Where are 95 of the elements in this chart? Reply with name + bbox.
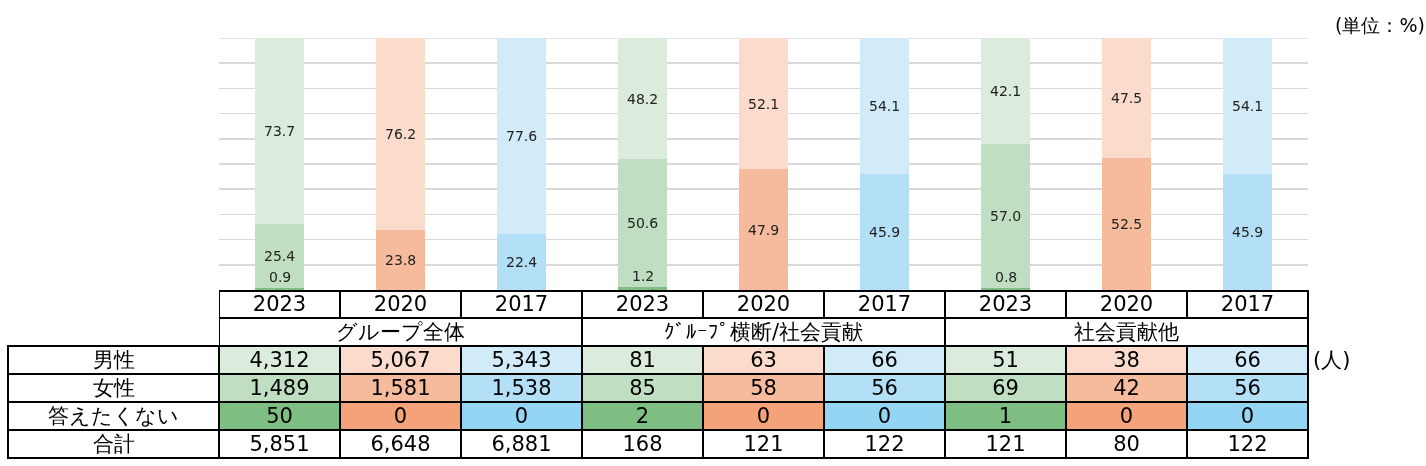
- data-label: 51: [992, 347, 1019, 372]
- data-label: 6,881: [491, 431, 552, 456]
- bar: [497, 233, 546, 290]
- x-tick-label: 2020: [736, 292, 791, 317]
- data-label: 0.8: [995, 269, 1018, 285]
- data-label: 0: [514, 403, 529, 428]
- data-label: 54.1: [1232, 98, 1264, 114]
- data-label: 69: [992, 375, 1019, 400]
- bar: [255, 223, 304, 288]
- data-label: 122: [1227, 431, 1268, 456]
- data-label: 0: [756, 403, 771, 428]
- bar: [860, 174, 909, 290]
- x-tick-label: 2020: [373, 292, 428, 317]
- x-tick-label: 2023: [978, 292, 1033, 317]
- data-label: 168: [622, 431, 663, 456]
- data-label: 56: [871, 375, 898, 400]
- x-tick-label: 2017: [494, 292, 549, 317]
- data-label: 54.1: [869, 98, 901, 114]
- bar: [1102, 38, 1151, 158]
- y-tick-label: 男性: [92, 347, 135, 372]
- bar: [739, 38, 788, 170]
- x-tick-label: 2020: [1099, 292, 1154, 317]
- data-label: 0: [1240, 403, 1255, 428]
- data-label: 1,581: [370, 375, 431, 400]
- bar: [376, 230, 425, 290]
- data-label: 63: [750, 347, 777, 372]
- data-label: 1.2: [632, 268, 655, 284]
- x-tick-label: 2023: [615, 292, 670, 317]
- bar: [376, 38, 425, 231]
- data-label: 0: [393, 403, 408, 428]
- x-tick-label: 2017: [857, 292, 912, 317]
- data-label: 6,648: [370, 431, 431, 456]
- data-label: 25.4: [264, 248, 296, 264]
- data-label: 50: [266, 403, 293, 428]
- data-label: 0: [877, 403, 892, 428]
- data-label: 4,312: [249, 347, 310, 372]
- bar: [981, 38, 1030, 145]
- data-label: 1,489: [249, 375, 310, 400]
- bar: [981, 144, 1030, 288]
- data-label: 1: [998, 403, 1013, 428]
- data-label: 2: [635, 403, 650, 428]
- data-label: 73.7: [264, 123, 296, 139]
- data-label: 77.6: [506, 128, 538, 144]
- data-label: 52.1: [748, 96, 780, 112]
- data-label: 42: [1113, 375, 1140, 400]
- data-label: 0: [1119, 403, 1134, 428]
- data-label: 38: [1113, 347, 1140, 372]
- bar: [618, 286, 667, 290]
- text: (単位：%): [1335, 14, 1425, 36]
- x-axis-title: 社会貢献他: [1074, 320, 1179, 344]
- bar: [497, 38, 546, 234]
- bar: [981, 287, 1030, 290]
- x-tick-label: 2017: [1220, 292, 1275, 317]
- data-label: 42.1: [990, 83, 1022, 99]
- data-label: 121: [985, 431, 1026, 456]
- data-label: 122: [864, 431, 905, 456]
- data-label: 5,067: [370, 347, 431, 372]
- data-label: 0.9: [269, 269, 292, 285]
- data-label: 47.9: [748, 222, 780, 238]
- data-label: 23.8: [385, 252, 417, 268]
- data-label: 47.5: [1111, 90, 1143, 106]
- bar: [739, 169, 788, 290]
- data-label: 76.2: [385, 126, 417, 142]
- x-tick-label: 2023: [252, 292, 307, 317]
- y-tick-label: 女性: [92, 375, 135, 400]
- data-label: 52.5: [1111, 216, 1143, 232]
- bar: [618, 159, 667, 287]
- data-label: 5,343: [491, 347, 552, 372]
- text: (人): [1313, 347, 1351, 374]
- data-label: 121: [743, 431, 784, 456]
- bar: [255, 38, 304, 224]
- bar: [618, 38, 667, 160]
- y-tick-label: 答えたくない: [48, 403, 179, 428]
- data-label: 5,851: [249, 431, 310, 456]
- y-tick-label: 合計: [92, 431, 135, 456]
- data-label: 45.9: [1232, 224, 1264, 240]
- data-label: 66: [1234, 347, 1261, 372]
- bar: [860, 38, 909, 175]
- data-label: 22.4: [506, 254, 538, 270]
- bar: [1102, 157, 1151, 290]
- data-label: 66: [871, 347, 898, 372]
- data-label: 50.6: [627, 215, 659, 231]
- data-label: 48.2: [627, 91, 659, 107]
- data-label: 85: [629, 375, 656, 400]
- bar: [1223, 38, 1272, 175]
- data-label: 1,538: [491, 375, 552, 400]
- data-label: 57.0: [990, 208, 1022, 224]
- data-label: 81: [629, 347, 656, 372]
- data-label: 45.9: [869, 224, 901, 240]
- bar: [1223, 174, 1272, 290]
- x-axis-title: ｸﾞﾙｰﾌﾟ横断/社会貢献: [664, 320, 864, 344]
- data-label: 80: [1113, 431, 1140, 456]
- data-label: 58: [750, 375, 777, 400]
- x-axis-title: グループ全体: [336, 320, 465, 344]
- data-label: 56: [1234, 375, 1261, 400]
